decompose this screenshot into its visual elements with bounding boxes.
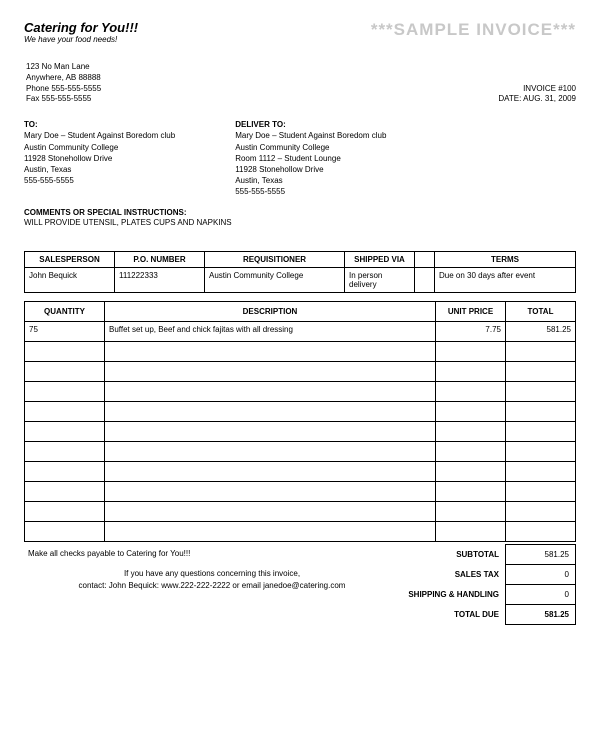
payable-text: Make all checks payable to Catering for … (28, 548, 396, 560)
item-qty: 75 (25, 321, 105, 341)
company-fax: Fax 555-555-5555 (26, 94, 101, 105)
footer-notes: Make all checks payable to Catering for … (24, 544, 396, 592)
items-header-desc: DESCRIPTION (105, 301, 436, 321)
items-header-total: TOTAL (506, 301, 576, 321)
item-unit-price: 7.75 (436, 321, 506, 341)
comments-text: WILL PROVIDE UTENSIL, PLATES CUPS AND NA… (24, 218, 576, 227)
deliver-to-line: 555-555-5555 (235, 186, 386, 197)
company-tagline: We have your food needs! (24, 35, 138, 44)
invoice-number: INVOICE #100 (498, 84, 576, 95)
empty-row (25, 401, 576, 421)
deliver-to-line: Austin, Texas (235, 175, 386, 186)
comments-heading: COMMENTS OR SPECIAL INSTRUCTIONS: (24, 208, 576, 217)
order-header-salesperson: SALESPERSON (25, 251, 115, 267)
order-header-shipped: SHIPPED VIA (345, 251, 415, 267)
invoice-meta: INVOICE #100 DATE: AUG. 31, 2009 (498, 84, 576, 106)
deliver-to-block: DELIVER TO: Mary Doe – Student Against B… (235, 119, 386, 197)
order-terms: Due on 30 days after event (435, 267, 576, 292)
salestax-value: 0 (506, 564, 576, 584)
deliver-to-line: Austin Community College (235, 142, 386, 153)
order-po: 111222333 (115, 267, 205, 292)
salestax-label: SALES TAX (396, 564, 506, 584)
subtotal-value: 581.25 (506, 544, 576, 564)
subtotal-label: SUBTOTAL (396, 544, 506, 564)
empty-row (25, 381, 576, 401)
order-header-terms: TERMS (435, 251, 576, 267)
order-shipped: In person delivery (345, 267, 415, 292)
questions-line1: If you have any questions concerning thi… (28, 568, 396, 580)
deliver-to-line: Mary Doe – Student Against Boredom club (235, 130, 386, 141)
company-addr-line1: 123 No Man Lane (26, 62, 101, 73)
empty-row (25, 421, 576, 441)
order-header-requisitioner: REQUISITIONER (205, 251, 345, 267)
empty-row (25, 481, 576, 501)
empty-row (25, 501, 576, 521)
shipping-label: SHIPPING & HANDLING (396, 584, 506, 604)
order-header-po: P.O. NUMBER (115, 251, 205, 267)
order-salesperson: John Bequick (25, 267, 115, 292)
line-items-table: QUANTITY DESCRIPTION UNIT PRICE TOTAL 75… (24, 301, 576, 542)
order-info-table: SALESPERSON P.O. NUMBER REQUISITIONER SH… (24, 251, 576, 293)
empty-row (25, 441, 576, 461)
bill-to-line: Mary Doe – Student Against Boredom club (24, 130, 175, 141)
company-name: Catering for You!!! (24, 20, 138, 35)
item-total: 581.25 (506, 321, 576, 341)
empty-row (25, 341, 576, 361)
company-address: 123 No Man Lane Anywhere, AB 88888 Phone… (26, 62, 101, 105)
totaldue-label: TOTAL DUE (396, 604, 506, 624)
deliver-to-line: Room 1112 – Student Lounge (235, 153, 386, 164)
empty-row (25, 521, 576, 541)
bill-to-block: TO: Mary Doe – Student Against Boredom c… (24, 119, 175, 197)
empty-row (25, 361, 576, 381)
deliver-to-heading: DELIVER TO: (235, 119, 386, 130)
order-header-spacer (415, 251, 435, 267)
invoice-watermark: ***SAMPLE INVOICE*** (371, 20, 576, 40)
bill-to-line: Austin Community College (24, 142, 175, 153)
item-desc: Buffet set up, Beef and chick fajitas wi… (105, 321, 436, 341)
items-header-qty: QUANTITY (25, 301, 105, 321)
totals-table: SUBTOTAL 581.25 SALES TAX 0 SHIPPING & H… (396, 544, 576, 625)
bill-to-line: 11928 Stonehollow Drive (24, 153, 175, 164)
order-requisitioner: Austin Community College (205, 267, 345, 292)
line-item-row: 75Buffet set up, Beef and chick fajitas … (25, 321, 576, 341)
company-phone: Phone 555-555-5555 (26, 84, 101, 95)
bill-to-heading: TO: (24, 119, 175, 130)
empty-row (25, 461, 576, 481)
shipping-value: 0 (506, 584, 576, 604)
questions-line2: contact: John Bequick: www.222-222-2222 … (28, 580, 396, 592)
bill-to-line: Austin, Texas (24, 164, 175, 175)
items-header-unit: UNIT PRICE (436, 301, 506, 321)
bill-to-line: 555-555-5555 (24, 175, 175, 186)
invoice-date: DATE: AUG. 31, 2009 (498, 94, 576, 105)
order-spacer (415, 267, 435, 292)
order-row: John Bequick 111222333 Austin Community … (25, 267, 576, 292)
company-addr-line2: Anywhere, AB 88888 (26, 73, 101, 84)
deliver-to-line: 11928 Stonehollow Drive (235, 164, 386, 175)
totaldue-value: 581.25 (506, 604, 576, 624)
